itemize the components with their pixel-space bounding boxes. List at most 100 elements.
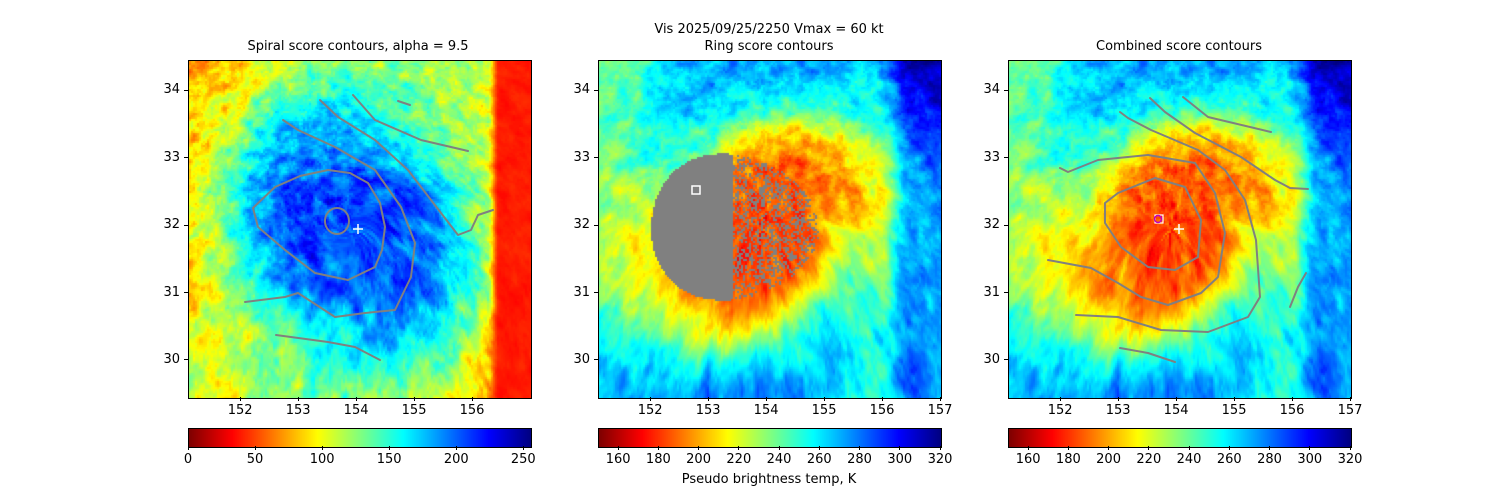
colorbar-tick-label: 160 (605, 452, 631, 467)
y-tick-label: 33 (163, 149, 180, 165)
colorbar-tick-mark (321, 446, 323, 450)
colorbar-tick-label: 50 (246, 452, 264, 467)
x-tick-mark (1349, 397, 1351, 401)
x-tick-label: 154 (343, 403, 369, 418)
colorbar-tick-label: 200 (686, 452, 711, 467)
y-tick-mark (184, 292, 188, 294)
x-tick-label: 152 (637, 403, 663, 418)
colorbar-tick-mark (738, 446, 740, 450)
figure-suptitle: Vis 2025/09/25/2250 Vmax = 60 kt (654, 22, 884, 37)
colorbar-tick-mark (388, 446, 390, 450)
x-tick-label: 157 (927, 403, 953, 418)
colorbar-tick-mark (522, 446, 524, 450)
combined-score-image (1008, 60, 1352, 399)
ring-colorbar (598, 428, 942, 448)
y-tick-label: 30 (983, 351, 1000, 367)
combined-colorbar (1008, 428, 1352, 448)
colorbar-tick-mark (657, 446, 659, 450)
y-tick-mark (594, 359, 598, 361)
colorbar-tick-label: 260 (806, 452, 832, 467)
colorbar-tick-mark (1148, 446, 1150, 450)
y-tick-mark (184, 224, 188, 226)
y-tick-label: 34 (573, 82, 590, 98)
colorbar-tick-label: 280 (847, 452, 872, 467)
x-tick-mark (1117, 397, 1119, 401)
colorbar-tick-label: 100 (309, 452, 335, 467)
colorbar-tick-mark (899, 446, 901, 450)
y-tick-label: 32 (983, 217, 1000, 233)
x-tick-mark (1233, 397, 1235, 401)
y-tick-label: 34 (983, 82, 1000, 98)
y-tick-mark (594, 89, 598, 91)
panel-2-title: Ring score contours (704, 39, 834, 54)
colorbar-tick-label: 260 (1216, 452, 1242, 467)
x-tick-mark (413, 397, 415, 401)
x-tick-mark (297, 397, 299, 401)
y-tick-label: 31 (983, 284, 1000, 300)
x-tick-label: 155 (811, 403, 837, 418)
x-tick-label: 153 (1105, 403, 1131, 418)
colorbar-tick-label: 180 (645, 452, 671, 467)
y-tick-mark (594, 224, 598, 226)
y-tick-mark (184, 157, 188, 159)
colorbar-tick-label: 220 (726, 452, 752, 467)
x-tick-mark (823, 397, 825, 401)
colorbar-tick-label: 200 (1096, 452, 1121, 467)
x-tick-mark (881, 397, 883, 401)
x-tick-mark (355, 397, 357, 401)
colorbar-tick-mark (1188, 446, 1190, 450)
x-tick-label: 154 (1163, 403, 1189, 418)
panel-3-title: Combined score contours (1096, 39, 1262, 54)
x-tick-mark (471, 397, 473, 401)
colorbar-tick-mark (1108, 446, 1110, 450)
colorbar-tick-mark (1027, 446, 1029, 450)
colorbar-tick-mark (939, 446, 941, 450)
x-tick-mark (649, 397, 651, 401)
spiral-score-image (188, 60, 532, 399)
colorbar-tick-mark (698, 446, 700, 450)
x-tick-label: 156 (459, 403, 485, 418)
x-tick-label: 152 (1047, 403, 1073, 418)
x-tick-label: 155 (401, 403, 427, 418)
x-tick-mark (765, 397, 767, 401)
colorbar-tick-label: 160 (1015, 452, 1041, 467)
colorbar-tick-label: 180 (1055, 452, 1081, 467)
colorbar-tick-mark (187, 446, 189, 450)
y-tick-label: 32 (163, 217, 180, 233)
y-tick-mark (1004, 157, 1008, 159)
colorbar-tick-mark (1269, 446, 1271, 450)
colorbar-tick-label: 280 (1257, 452, 1282, 467)
y-tick-label: 32 (573, 217, 590, 233)
y-tick-mark (1004, 224, 1008, 226)
colorbar-tick-mark (1349, 446, 1351, 450)
colorbar-tick-label: 250 (510, 452, 536, 467)
colorbar-tick-mark (1067, 446, 1069, 450)
colorbar-tick-label: 300 (887, 452, 913, 467)
x-tick-mark (707, 397, 709, 401)
y-tick-label: 34 (163, 82, 180, 98)
y-tick-mark (594, 157, 598, 159)
y-tick-mark (1004, 89, 1008, 91)
y-tick-label: 31 (573, 284, 590, 300)
colorbar-tick-mark (254, 446, 256, 450)
colorbar-tick-mark (1228, 446, 1230, 450)
y-tick-label: 30 (573, 351, 590, 367)
panel-1-title: Spiral score contours, alpha = 9.5 (247, 39, 469, 54)
colorbar-tick-label: 300 (1297, 452, 1323, 467)
colorbar-label: Pseudo brightness temp, K (681, 472, 857, 487)
colorbar-tick-mark (778, 446, 780, 450)
y-tick-label: 33 (573, 149, 590, 165)
colorbar-tick-label: 320 (1337, 452, 1363, 467)
colorbar-tick-mark (1309, 446, 1311, 450)
x-tick-label: 156 (869, 403, 895, 418)
y-tick-mark (1004, 292, 1008, 294)
x-tick-mark (1059, 397, 1061, 401)
x-tick-mark (1175, 397, 1177, 401)
x-tick-mark (239, 397, 241, 401)
y-tick-mark (594, 292, 598, 294)
colorbar-tick-label: 240 (1176, 452, 1202, 467)
x-tick-label: 152 (227, 403, 253, 418)
y-tick-label: 31 (163, 284, 180, 300)
y-tick-mark (1004, 359, 1008, 361)
colorbar-tick-label: 150 (376, 452, 402, 467)
